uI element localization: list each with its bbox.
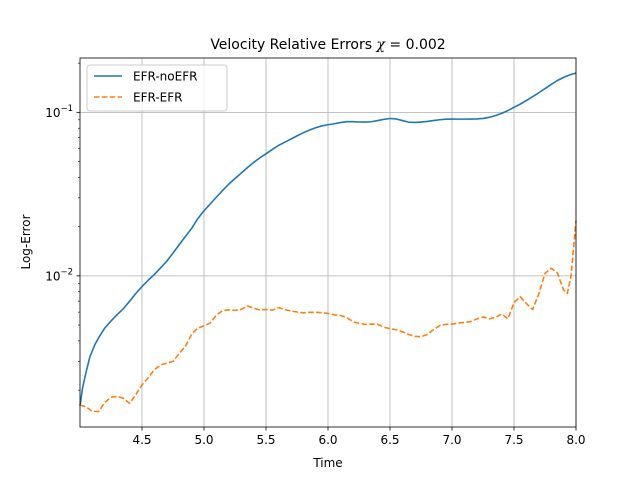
x-tick-label: 7.0 xyxy=(442,433,461,447)
x-axis-label: Time xyxy=(312,456,342,470)
series-line-efr-noefr xyxy=(79,72,577,407)
y-tick-label: 10−2 xyxy=(45,267,73,283)
chart-title-symbol: χ xyxy=(375,37,386,53)
x-tick-label: 7.5 xyxy=(504,433,523,447)
series-layer xyxy=(79,72,577,413)
y-tick-label: 10−1 xyxy=(45,104,73,120)
x-tick-label: 8.0 xyxy=(566,433,585,447)
legend-label-efr-efr: EFR-EFR xyxy=(133,91,183,105)
chart-title: Velocity Relative Errors χ = 0.002 xyxy=(210,37,445,53)
chart-title-text: Velocity Relative Errors xyxy=(210,37,376,53)
chart-title-rest: = 0.002 xyxy=(385,37,446,53)
series-line-efr-efr xyxy=(79,220,577,413)
ticks: 4.5 5.0 5.5 6.0 6.5 7.0 7.5 8.0 10−2 10−1 xyxy=(45,62,586,447)
legend-label-efr-noefr: EFR-noEFR xyxy=(133,70,197,84)
legend: EFR-noEFR EFR-EFR xyxy=(86,64,228,112)
x-tick-label: 6.0 xyxy=(318,433,337,447)
x-tick-label: 4.5 xyxy=(132,433,151,447)
x-tick-label: 6.5 xyxy=(380,433,399,447)
x-tick-label: 5.5 xyxy=(256,433,275,447)
x-tick-label: 5.0 xyxy=(194,433,213,447)
y-axis-label: Log-Error xyxy=(19,214,33,269)
